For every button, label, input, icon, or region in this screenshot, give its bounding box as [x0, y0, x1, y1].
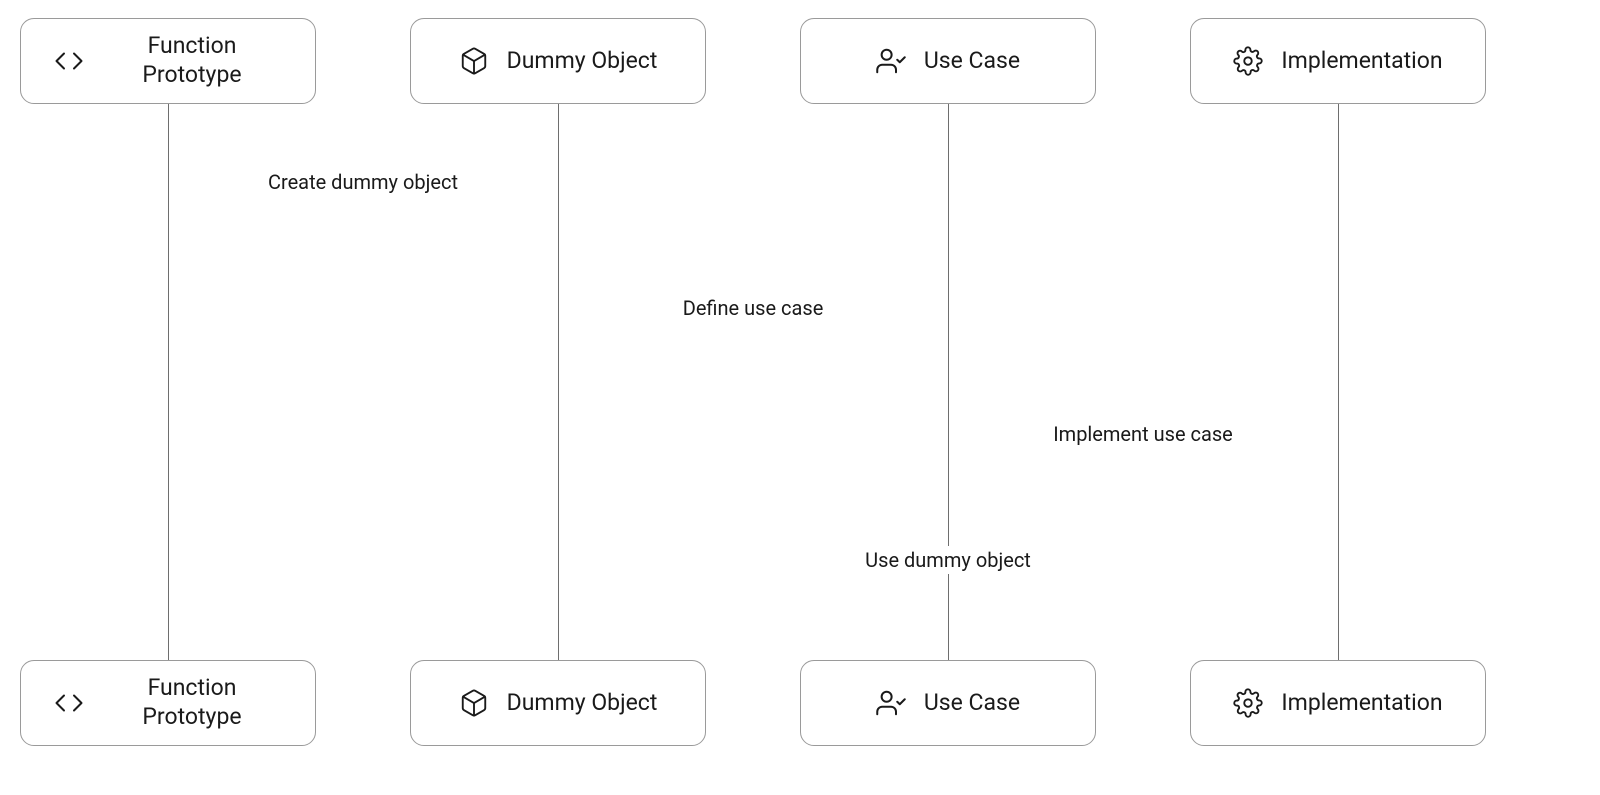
node-implementation-bottom: Implementation [1190, 660, 1486, 746]
node-label: Implementation [1281, 689, 1442, 718]
node-label: Function Prototype [102, 32, 282, 90]
msg-create-dummy: Create dummy object [260, 168, 466, 196]
node-label: Function Prototype [102, 674, 282, 732]
gear-icon [1233, 46, 1263, 76]
node-label: Dummy Object [507, 47, 658, 76]
cube-icon [459, 46, 489, 76]
node-label: Use Case [924, 689, 1020, 718]
code-icon [54, 688, 84, 718]
lifeline-implementation [1338, 104, 1339, 660]
node-label: Use Case [924, 47, 1020, 76]
node-label: Implementation [1281, 47, 1442, 76]
node-use-case-top: Use Case [800, 18, 1096, 104]
user-check-icon [876, 688, 906, 718]
node-label: Dummy Object [507, 689, 658, 718]
sequence-diagram: Create dummy object Define use case Impl… [0, 0, 1600, 795]
cube-icon [459, 688, 489, 718]
node-function-prototype-bottom: Function Prototype [20, 660, 316, 746]
lifeline-dummy-object [558, 104, 559, 660]
gear-icon [1233, 688, 1263, 718]
node-use-case-bottom: Use Case [800, 660, 1096, 746]
msg-use-dummy-object: Use dummy object [857, 546, 1039, 574]
lifeline-use-case [948, 104, 949, 660]
code-icon [54, 46, 84, 76]
node-dummy-object-bottom: Dummy Object [410, 660, 706, 746]
user-check-icon [876, 46, 906, 76]
node-implementation-top: Implementation [1190, 18, 1486, 104]
msg-define-use-case: Define use case [675, 294, 832, 322]
node-dummy-object-top: Dummy Object [410, 18, 706, 104]
node-function-prototype-top: Function Prototype [20, 18, 316, 104]
lifeline-function-prototype [168, 104, 169, 660]
msg-implement-use-case: Implement use case [1045, 420, 1241, 448]
